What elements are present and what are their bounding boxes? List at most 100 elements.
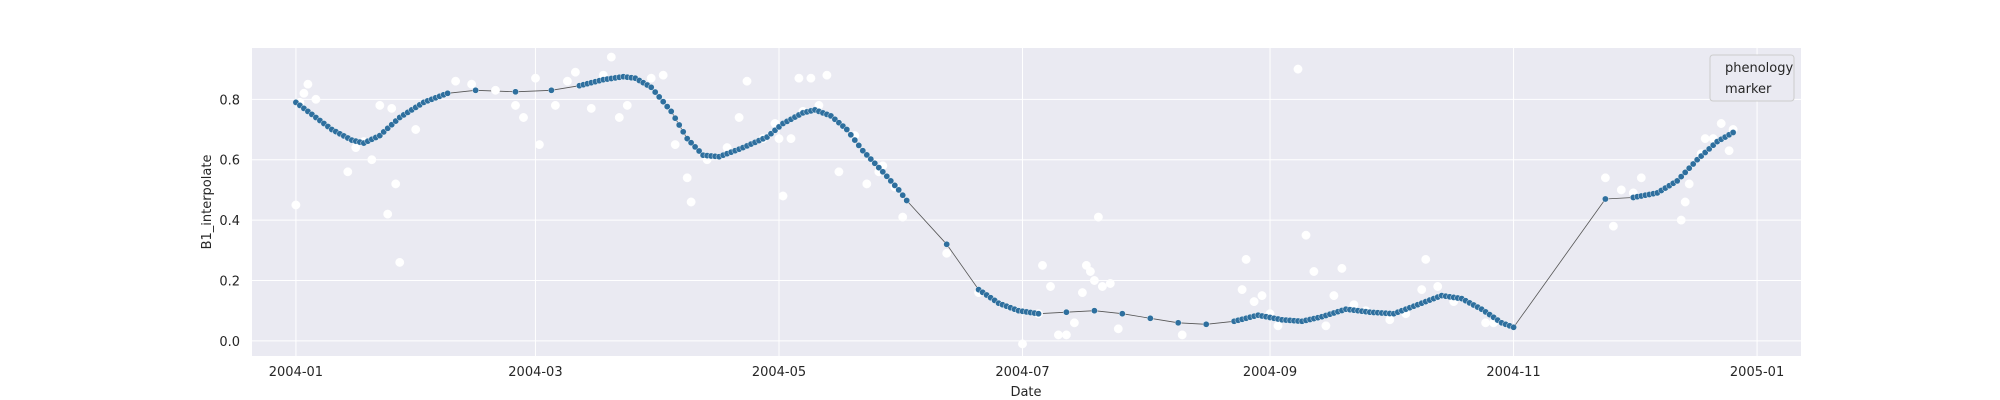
observation-point	[1684, 179, 1694, 189]
observation-point	[786, 134, 796, 144]
observation-point	[1600, 173, 1610, 183]
legend-entry-phenology: phenology	[1725, 61, 1793, 76]
observation-point	[375, 100, 385, 110]
grid	[252, 48, 1801, 356]
observation-point	[622, 100, 632, 110]
interpolated-point	[1063, 308, 1070, 316]
observation-point	[1676, 215, 1686, 225]
observation-point	[1421, 254, 1431, 264]
interpolated-point	[444, 90, 451, 97]
observation-point	[1113, 324, 1123, 334]
interpolated-point	[651, 88, 659, 96]
interpolated-point	[1091, 307, 1098, 315]
interpolated-point	[695, 147, 703, 155]
observation-point	[1433, 282, 1443, 291]
observation-point	[1301, 230, 1311, 240]
interpolated-point	[548, 87, 555, 94]
observation-point	[411, 125, 421, 134]
observation-point	[1177, 330, 1187, 340]
observation-point	[1089, 276, 1099, 285]
legend-entry-marker: marker	[1725, 82, 1772, 97]
interpolated-point	[667, 108, 675, 115]
interpolated-point	[883, 172, 891, 180]
observation-point	[1093, 212, 1103, 222]
interpolated-point	[943, 240, 951, 248]
observation-point	[1061, 330, 1071, 340]
interpolated-points	[292, 73, 1737, 331]
y-tick-label: 0.0	[219, 335, 240, 350]
legend-box	[1709, 54, 1795, 102]
observation-point	[1724, 146, 1734, 156]
observation-point	[570, 67, 580, 77]
observation-point	[1241, 254, 1251, 264]
interpolated-point	[675, 121, 683, 129]
observation-point	[562, 76, 572, 86]
observation-point	[834, 167, 844, 177]
observation-point	[682, 173, 692, 183]
observation-point	[1680, 197, 1690, 207]
x-axis: 2004-01 2004-03 2004-05 2004-07 2004-09 2004-…	[269, 365, 1784, 380]
interpolated-point	[851, 136, 859, 144]
observation-point	[451, 76, 461, 86]
observation-point	[531, 73, 540, 83]
interpolated-point	[899, 191, 907, 199]
observation-point	[1337, 263, 1347, 273]
observation-point	[1321, 321, 1331, 331]
interpolated-point	[879, 168, 887, 176]
x-tick-label: 2004-09	[1243, 365, 1297, 380]
observation-point	[1257, 291, 1267, 301]
interpolated-point	[1174, 319, 1182, 327]
observation-point	[614, 113, 624, 122]
interpolated-point	[887, 177, 895, 185]
observation-point	[1636, 173, 1646, 183]
observation-point	[343, 167, 353, 177]
observation-point	[742, 76, 752, 86]
x-tick-label: 2005-01	[1730, 365, 1784, 380]
observation-point	[794, 73, 804, 83]
interpolated-point	[1729, 129, 1737, 136]
observation-point	[467, 79, 477, 89]
observation-point	[606, 52, 616, 62]
observation-point	[1716, 119, 1726, 128]
observation-point	[367, 155, 377, 165]
interpolated-point	[875, 164, 883, 171]
y-axis: 0.0 0.2 0.4 0.6 0.8	[219, 93, 240, 350]
interpolated-point	[683, 135, 691, 142]
observation-point	[311, 94, 321, 104]
interpolated-point	[1689, 160, 1697, 168]
observation-point	[383, 209, 393, 219]
interpolated-point	[687, 139, 695, 146]
observation-point	[291, 200, 301, 210]
observation-point	[898, 212, 908, 222]
observation-point	[1085, 267, 1095, 276]
interpolated-point	[867, 155, 875, 163]
observation-point	[1105, 279, 1115, 288]
x-tick-label: 2004-05	[752, 365, 806, 380]
interpolated-point	[1202, 320, 1210, 328]
observation-point	[1608, 221, 1618, 231]
observation-point	[778, 191, 788, 201]
interpolated-point	[863, 151, 871, 159]
observation-point	[658, 70, 668, 80]
interpolated-point	[659, 98, 667, 105]
observation-point	[1097, 282, 1107, 291]
interpolated-point	[1602, 195, 1609, 203]
y-axis-label: B1_interpolate	[200, 155, 215, 250]
observation-point	[1053, 330, 1063, 340]
observation-point	[1237, 285, 1247, 295]
observation-point	[806, 73, 816, 83]
interpolated-point	[691, 143, 699, 151]
observation-point	[686, 197, 696, 207]
x-tick-label: 2004-03	[508, 365, 562, 380]
interpolated-point	[891, 182, 899, 189]
legend: phenology marker	[1709, 54, 1795, 102]
interpolated-point	[1035, 310, 1042, 318]
interpolated-point	[847, 131, 855, 139]
observation-point	[646, 73, 656, 83]
interpolated-point	[1510, 323, 1517, 331]
observation-point	[1069, 318, 1079, 328]
observation-point	[734, 113, 744, 122]
observation-point	[1700, 134, 1710, 144]
observation-point	[1616, 185, 1626, 195]
